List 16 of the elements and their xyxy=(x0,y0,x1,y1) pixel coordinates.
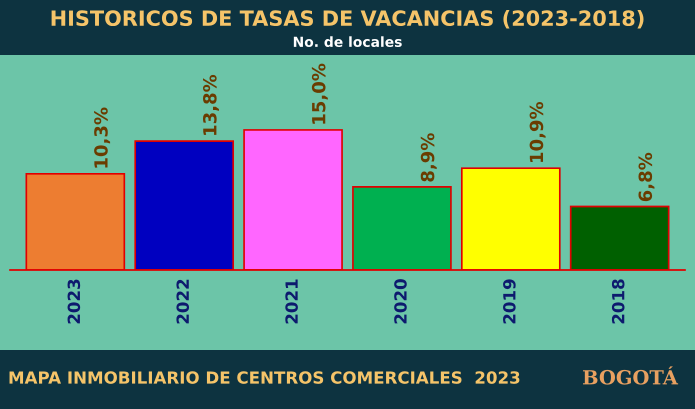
chart-subtitle: No. de locales xyxy=(294,36,402,48)
data-label: 15,0% xyxy=(312,64,328,124)
data-label: 10,9% xyxy=(530,102,546,162)
x-tick-label: 2018 xyxy=(612,279,625,324)
data-label: 8,9% xyxy=(420,133,437,182)
x-tick-label: 2022 xyxy=(176,280,190,324)
x-tick-label: 2020 xyxy=(394,279,407,324)
text: BOGOTÁ xyxy=(583,366,678,385)
data-label: 13,8% xyxy=(202,74,219,135)
x-tick-label: 2021 xyxy=(285,279,298,324)
chart-title: HISTORICOS DE TASAS DE VACANCIAS (2023-2018) xyxy=(52,10,644,28)
x-tick-label: 2019 xyxy=(503,279,516,324)
text: MAPA INMOBILIARIO DE CENTROS COMERCIALES 2023 xyxy=(10,371,520,384)
data-label: 10,3% xyxy=(94,108,110,168)
data-label: 6,8% xyxy=(638,152,654,202)
x-tick-label: 2023 xyxy=(68,280,80,324)
